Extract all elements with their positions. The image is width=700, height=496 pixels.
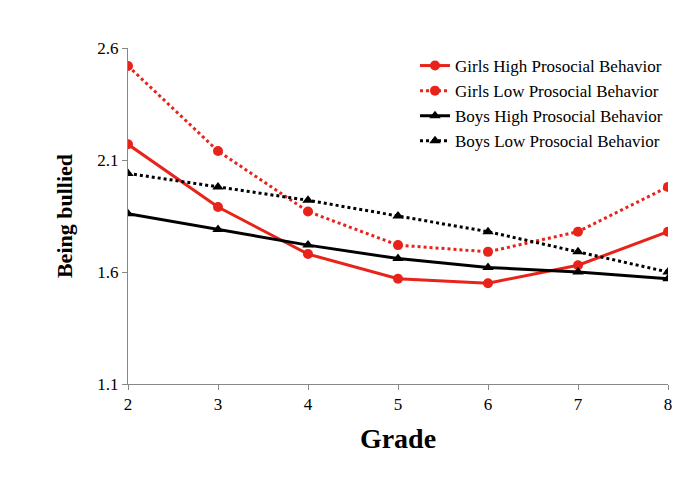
svg-text:2.6: 2.6: [97, 39, 118, 58]
svg-text:2: 2: [124, 395, 133, 414]
svg-text:Boys Low Prosocial Behavior: Boys Low Prosocial Behavior: [455, 132, 660, 151]
svg-text:Boys High Prosocial Behavior: Boys High Prosocial Behavior: [455, 107, 663, 126]
svg-text:Girls Low Prosocial Behavior: Girls Low Prosocial Behavior: [455, 82, 659, 101]
svg-text:Being bullied: Being bullied: [52, 154, 77, 278]
svg-text:3: 3: [214, 395, 223, 414]
svg-text:6: 6: [484, 395, 493, 414]
svg-text:8: 8: [664, 395, 673, 414]
svg-text:1.1: 1.1: [97, 375, 118, 394]
svg-text:7: 7: [574, 395, 583, 414]
svg-text:5: 5: [394, 395, 403, 414]
svg-text:Girls High Prosocial Behavior: Girls High Prosocial Behavior: [455, 57, 662, 76]
svg-text:2.1: 2.1: [97, 151, 118, 170]
svg-text:1.6: 1.6: [97, 263, 118, 282]
svg-text:4: 4: [304, 395, 313, 414]
svg-text:Grade: Grade: [360, 423, 436, 454]
